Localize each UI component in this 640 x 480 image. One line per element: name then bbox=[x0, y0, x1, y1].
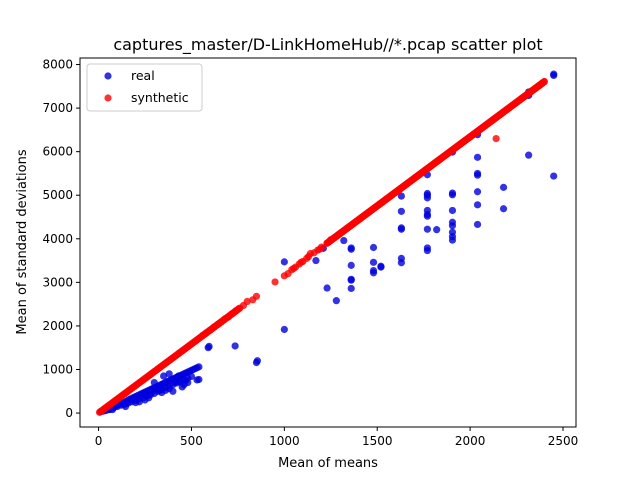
data-point-real bbox=[205, 342, 213, 351]
data-point-real bbox=[347, 275, 355, 283]
x-tick-label: 500 bbox=[180, 434, 203, 448]
data-point-real bbox=[397, 254, 405, 263]
data-point-real bbox=[473, 220, 482, 229]
data-point-real bbox=[397, 224, 405, 232]
data-point-real bbox=[312, 256, 320, 265]
data-point-real bbox=[369, 266, 378, 275]
axes-frame bbox=[79, 57, 577, 428]
data-point-real bbox=[423, 244, 431, 252]
data-point-real bbox=[172, 374, 181, 382]
data-point-real bbox=[280, 258, 288, 266]
data-point-real bbox=[347, 244, 355, 252]
data-point-real bbox=[156, 386, 164, 395]
data-point-real bbox=[137, 391, 145, 399]
data-point-synthetic bbox=[323, 239, 331, 247]
y-tick-label: 6000 bbox=[42, 145, 73, 159]
y-axis-label: Mean of standard deviations bbox=[15, 149, 30, 334]
data-point-real bbox=[347, 284, 355, 293]
y-tick-label: 0 bbox=[65, 406, 73, 420]
data-point-real bbox=[448, 228, 457, 236]
data-point-real bbox=[231, 342, 239, 350]
legend-marker-synthetic bbox=[104, 94, 112, 102]
data-point-real bbox=[499, 183, 508, 191]
data-point-real bbox=[550, 172, 558, 180]
legend: real synthetic bbox=[86, 63, 203, 112]
data-point-real bbox=[332, 297, 340, 305]
data-point-real bbox=[187, 372, 196, 381]
data-point-real bbox=[377, 262, 385, 270]
data-point-real bbox=[135, 398, 144, 406]
data-point-real bbox=[165, 370, 173, 378]
data-point-real bbox=[423, 206, 431, 215]
data-point-real bbox=[473, 188, 482, 196]
data-point-real bbox=[550, 70, 558, 78]
legend-label-synthetic: synthetic bbox=[131, 90, 189, 105]
data-point-synthetic bbox=[239, 301, 248, 310]
data-point-synthetic bbox=[492, 134, 500, 143]
data-point-real bbox=[473, 169, 482, 178]
data-point-real bbox=[280, 325, 288, 334]
series-synthetic bbox=[95, 77, 549, 416]
data-point-synthetic bbox=[304, 253, 313, 261]
data-point-real bbox=[369, 258, 378, 266]
legend-marker-real bbox=[104, 72, 112, 80]
data-point-synthetic bbox=[317, 243, 326, 251]
y-tick-label: 5000 bbox=[42, 188, 73, 202]
data-point-real bbox=[499, 205, 508, 213]
y-axis: 0 1000 2000 3000 4000 5000 6000 7000 8000 bbox=[42, 58, 80, 420]
data-point-real bbox=[369, 243, 378, 252]
data-point-real bbox=[473, 201, 482, 209]
y-tick-label: 7000 bbox=[42, 101, 73, 115]
data-point-real bbox=[253, 357, 262, 365]
data-point-real bbox=[145, 394, 153, 402]
data-point-real bbox=[473, 153, 482, 161]
y-tick-label: 4000 bbox=[42, 232, 73, 246]
data-point-real bbox=[448, 218, 457, 226]
y-tick-label: 1000 bbox=[42, 362, 73, 376]
x-tick-label: 2000 bbox=[455, 434, 486, 448]
data-point-real bbox=[122, 399, 131, 407]
data-point-real bbox=[148, 387, 157, 395]
data-point-real bbox=[159, 372, 168, 380]
data-point-real bbox=[397, 192, 405, 200]
x-axis: 0 500 1000 1500 2000 2500 bbox=[95, 427, 579, 448]
data-point-real bbox=[423, 225, 431, 233]
y-tick-label: 2000 bbox=[42, 319, 73, 333]
data-point-real bbox=[323, 284, 331, 292]
x-tick-label: 0 bbox=[95, 434, 103, 448]
x-axis-label: Mean of means bbox=[278, 456, 378, 471]
x-tick-label: 1000 bbox=[269, 434, 300, 448]
x-tick-label: 1500 bbox=[362, 434, 393, 448]
x-tick-label: 2500 bbox=[548, 434, 579, 448]
data-point-synthetic bbox=[199, 331, 207, 340]
data-point-synthetic bbox=[310, 249, 318, 257]
data-point-synthetic bbox=[518, 94, 526, 102]
chart-title: captures_master/D-LinkHomeHub//*.pcap sc… bbox=[113, 35, 542, 55]
data-point-real bbox=[347, 261, 355, 269]
plot-area bbox=[95, 70, 558, 416]
data-point-synthetic bbox=[527, 87, 536, 95]
data-point-real bbox=[433, 226, 441, 234]
data-point-synthetic bbox=[249, 296, 257, 304]
data-point-real bbox=[448, 206, 457, 215]
data-point-real bbox=[423, 189, 431, 198]
data-point-real bbox=[340, 236, 348, 245]
data-point-real bbox=[195, 375, 203, 384]
data-point-synthetic bbox=[271, 278, 279, 286]
data-point-real bbox=[184, 378, 192, 387]
y-tick-label: 3000 bbox=[42, 275, 73, 289]
data-point-real bbox=[397, 207, 405, 215]
y-tick-label: 8000 bbox=[42, 58, 73, 72]
data-point-real bbox=[169, 387, 177, 395]
data-point-real bbox=[525, 151, 533, 159]
data-point-real bbox=[128, 396, 136, 404]
legend-box bbox=[86, 63, 203, 112]
data-point-real bbox=[448, 189, 457, 197]
data-point-real bbox=[195, 363, 203, 371]
data-point-real bbox=[150, 378, 158, 387]
legend-label-real: real bbox=[131, 68, 155, 83]
